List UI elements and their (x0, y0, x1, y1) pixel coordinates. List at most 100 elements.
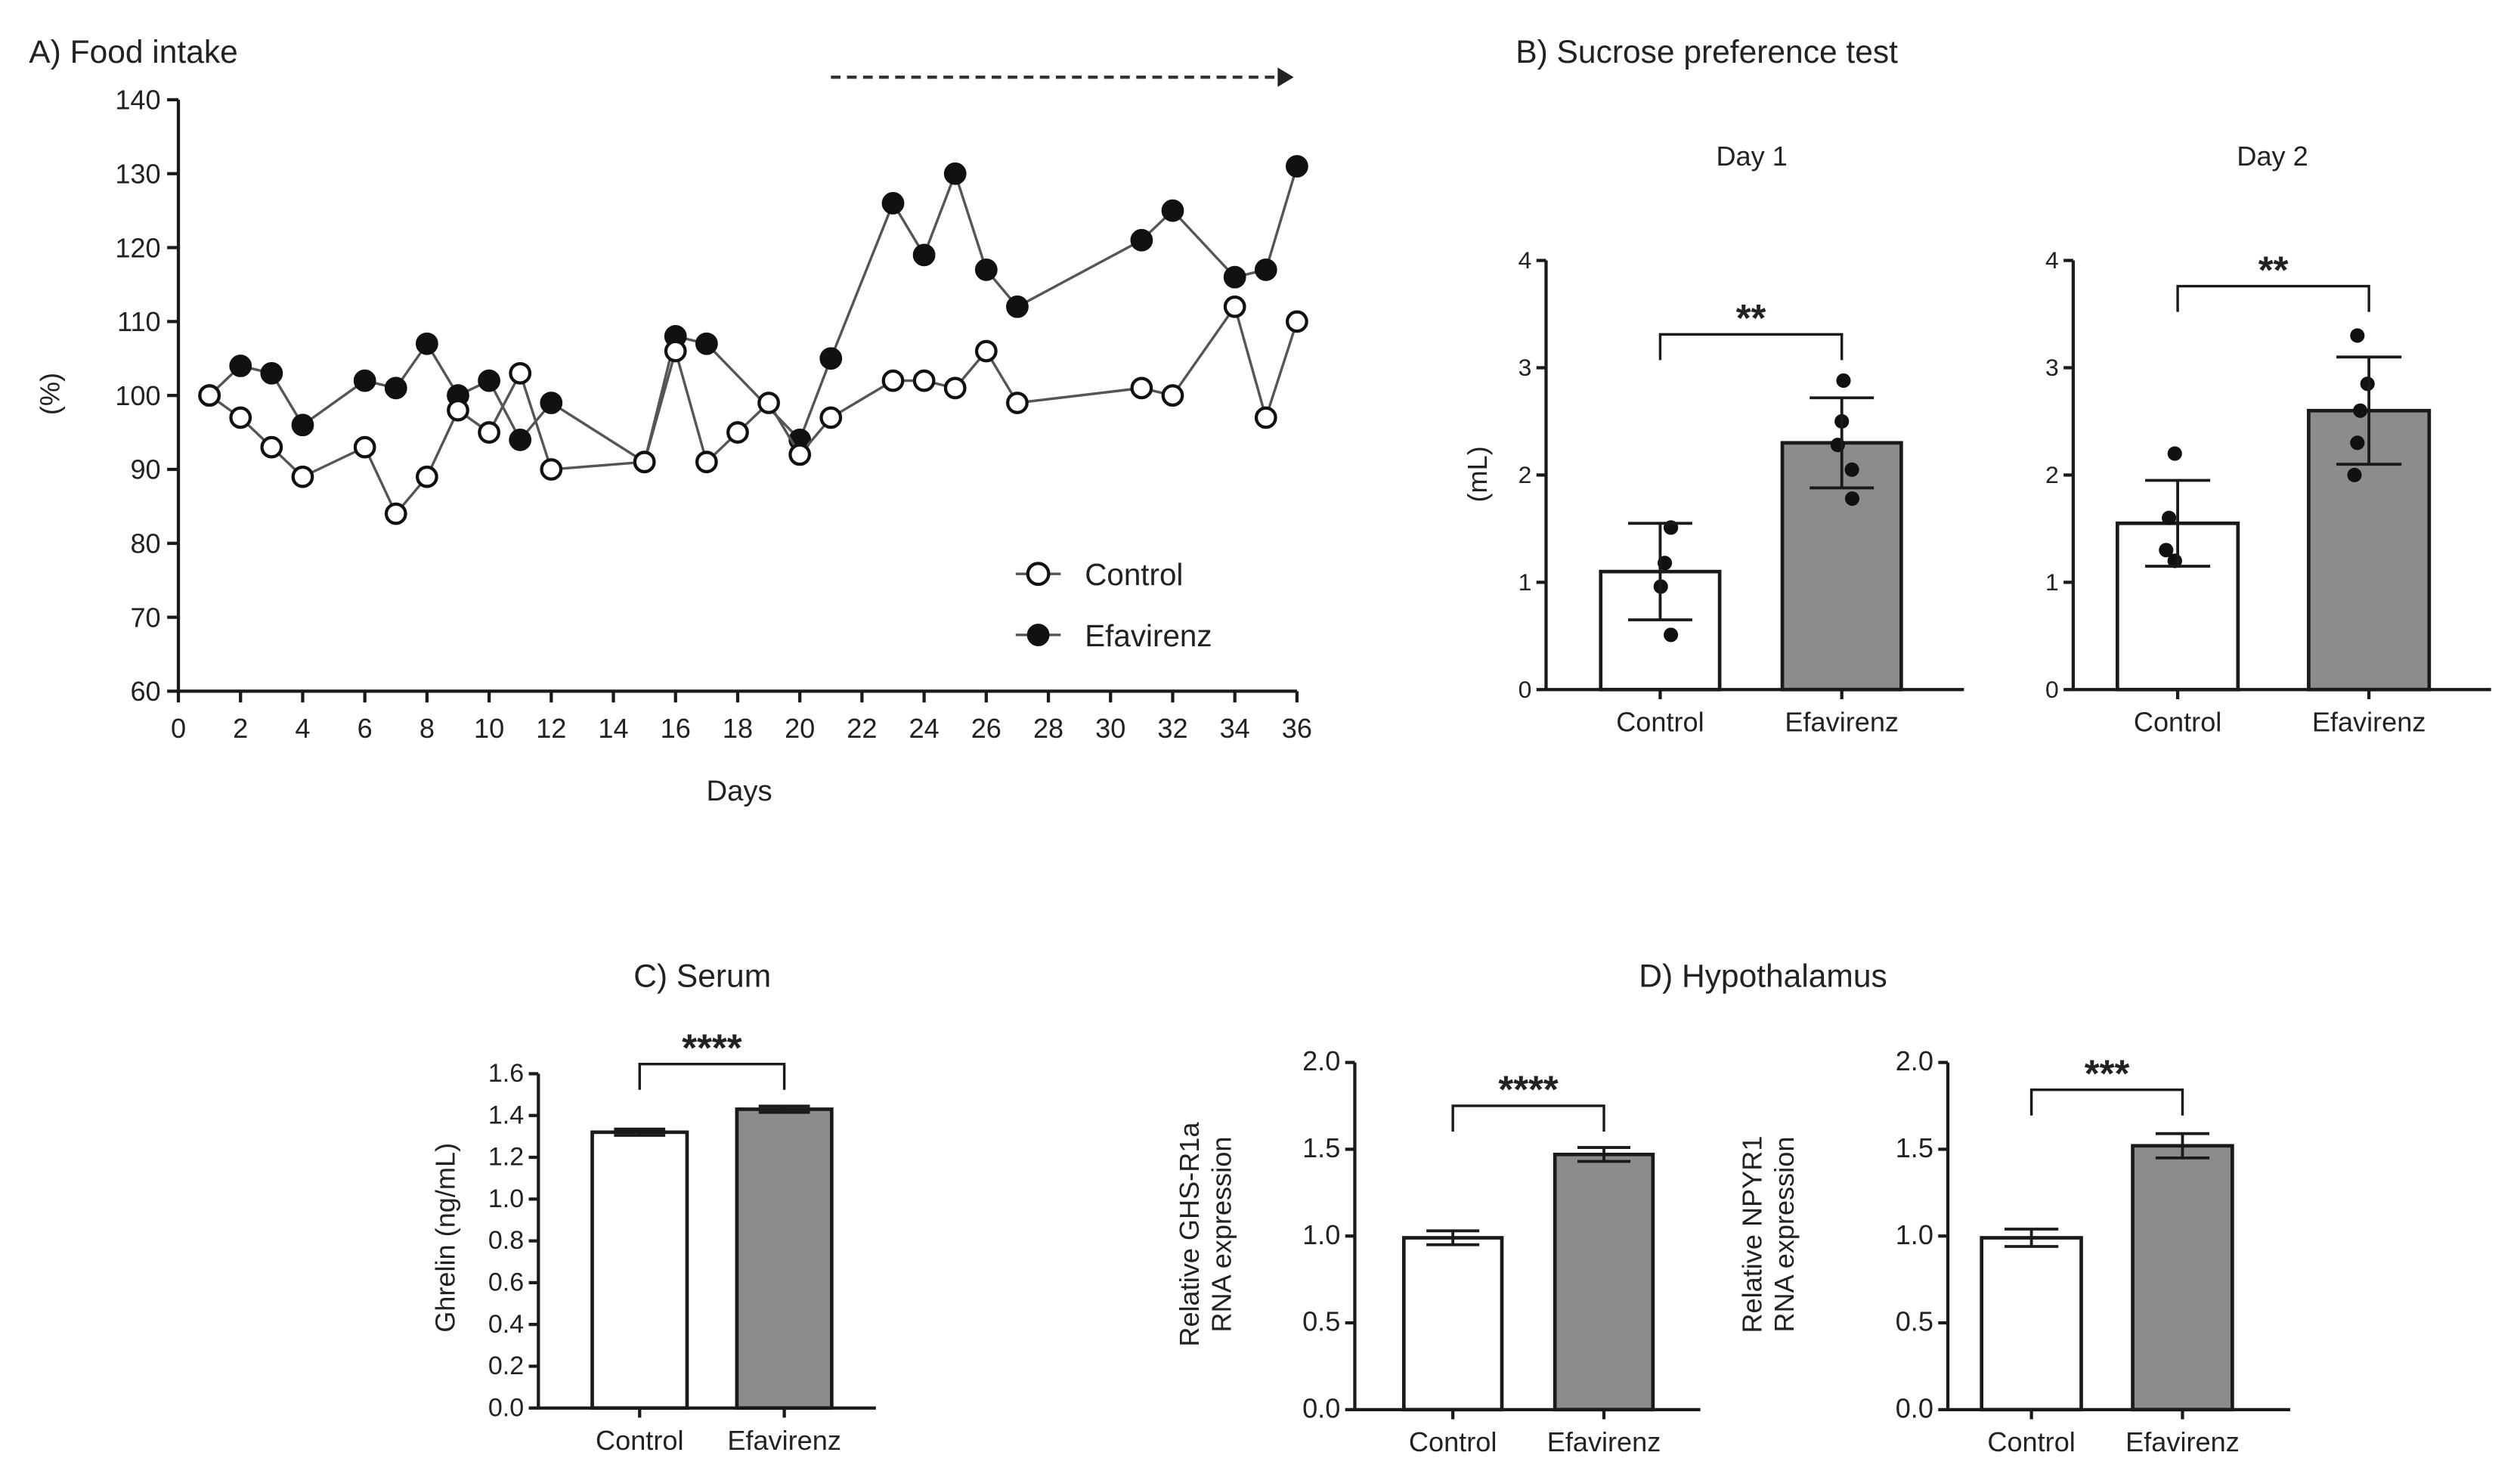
data-point-control (1664, 627, 1679, 643)
data-point-control (1161, 384, 1184, 407)
panel-title: D) Hypothalamus (1639, 959, 1887, 995)
y-tick-label: 4 (2045, 246, 2059, 274)
y-tick-label: 2 (2045, 461, 2059, 488)
chart-title: Day 2 (2237, 141, 2308, 172)
significance-label: ** (2258, 248, 2289, 291)
data-point-efavirenz (1286, 155, 1308, 178)
significance-label: **** (682, 1026, 742, 1069)
data-point-control (1254, 406, 1277, 429)
data-point-efavirenz (229, 355, 252, 377)
y-tick-label: 0.6 (488, 1268, 524, 1297)
x-tick-label: 10 (474, 713, 504, 744)
x-tick-label: 0 (171, 713, 186, 744)
y-tick-label: 80 (130, 528, 160, 559)
data-point-control (881, 369, 905, 392)
x-tick-label: Control (1616, 707, 1704, 738)
y-tick-label: 1 (2045, 568, 2059, 596)
data-point-efavirenz (2350, 328, 2365, 343)
data-point-efavirenz (943, 162, 967, 185)
y-tick-label: 1.0 (488, 1184, 524, 1213)
legend-marker-efavirenz (1026, 624, 1050, 646)
x-tick-label: 28 (1033, 713, 1063, 744)
data-point-control (509, 361, 532, 385)
data-point-control (229, 406, 252, 429)
data-point-control (633, 451, 656, 474)
significance-bracket (2029, 1088, 2184, 1116)
x-tick-label: 20 (785, 713, 815, 744)
x-tick-label: 8 (419, 713, 435, 744)
y-tick-label: 130 (115, 158, 160, 189)
x-tick-label: 14 (598, 713, 628, 744)
data-point-efavirenz (1130, 228, 1153, 252)
significance-label: **** (1498, 1068, 1559, 1111)
y-tick-label: 90 (130, 454, 160, 485)
data-point-control (2159, 543, 2174, 558)
bar-efavirenz (735, 1107, 834, 1411)
x-tick-label: 18 (723, 713, 753, 744)
data-point-efavirenz (1254, 259, 1277, 281)
data-point-control (478, 421, 500, 444)
chart-title: C) Serum (633, 959, 771, 995)
x-axis-label: Days (706, 775, 772, 807)
x-tick-label: 34 (1220, 713, 1250, 744)
x-tick-label: 6 (358, 713, 373, 744)
data-point-control (788, 443, 812, 466)
data-point-control (664, 339, 687, 363)
data-point-control (540, 458, 563, 481)
y-tick-label: 70 (130, 602, 160, 633)
data-point-efavirenz (509, 428, 532, 451)
significance-label: *** (2085, 1051, 2130, 1095)
y-tick-label: 1.0 (1896, 1219, 1933, 1250)
y-tick-label: 60 (130, 676, 160, 707)
data-point-control (415, 465, 438, 488)
data-point-control (1130, 376, 1153, 400)
data-point-efavirenz (415, 332, 438, 355)
y-tick-label: 0.5 (1302, 1306, 1340, 1337)
bar-control (1401, 1236, 1504, 1412)
data-point-control (943, 376, 967, 400)
significance-bracket (2176, 284, 2370, 312)
data-point-efavirenz (540, 392, 563, 414)
data-point-efavirenz (1844, 462, 1859, 477)
y-tick-label: 1.5 (1302, 1132, 1340, 1163)
legend-label: Control (1085, 557, 1183, 592)
x-tick-label: 26 (971, 713, 1001, 744)
significance-bracket (638, 1062, 786, 1090)
y-tick-label: 1 (1519, 568, 1532, 596)
y-tick-label: 120 (115, 232, 160, 263)
y-tick-label: 2 (1519, 461, 1532, 488)
data-point-efavirenz (974, 259, 998, 281)
data-point-control (726, 421, 749, 444)
bar-efavirenz (2131, 1144, 2234, 1412)
y-axis-label: Relative GHS-R1a (1174, 1122, 1205, 1347)
x-tick-label: 24 (909, 713, 940, 744)
x-tick-label: Efavirenz (2125, 1426, 2240, 1457)
data-point-control (291, 465, 314, 488)
significance-label: ** (1736, 296, 1766, 339)
data-point-efavirenz (2353, 403, 2368, 418)
y-axis-label: RNA expression (1206, 1137, 1237, 1333)
data-point-control (819, 406, 843, 429)
series-line-control (209, 303, 1299, 516)
bar-control (1980, 1236, 2083, 1412)
y-tick-label: 0.8 (488, 1226, 524, 1255)
x-tick-label: 22 (847, 713, 877, 744)
data-point-efavirenz (478, 369, 500, 392)
panel-title: B) Sucrose preference test (1515, 35, 1898, 70)
y-tick-label: 2.0 (1896, 1045, 1933, 1076)
x-tick-label: Control (596, 1425, 683, 1456)
data-point-control (384, 502, 407, 525)
x-tick-label: 2 (233, 713, 248, 744)
y-tick-label: 0.0 (1302, 1392, 1340, 1423)
y-tick-label: 0 (2045, 676, 2059, 703)
x-tick-label: Efavirenz (2312, 707, 2426, 738)
y-axis-label: Ghrelin (ng/mL) (430, 1143, 461, 1333)
panel-title: A) Food intake (29, 35, 238, 70)
y-tick-label: 4 (1519, 246, 1532, 274)
x-tick-label: 4 (295, 713, 310, 744)
y-tick-label: 2.0 (1302, 1045, 1340, 1076)
data-point-efavirenz (260, 361, 283, 385)
data-point-control (695, 451, 718, 474)
data-point-efavirenz (1161, 199, 1184, 222)
x-tick-label: 12 (536, 713, 566, 744)
